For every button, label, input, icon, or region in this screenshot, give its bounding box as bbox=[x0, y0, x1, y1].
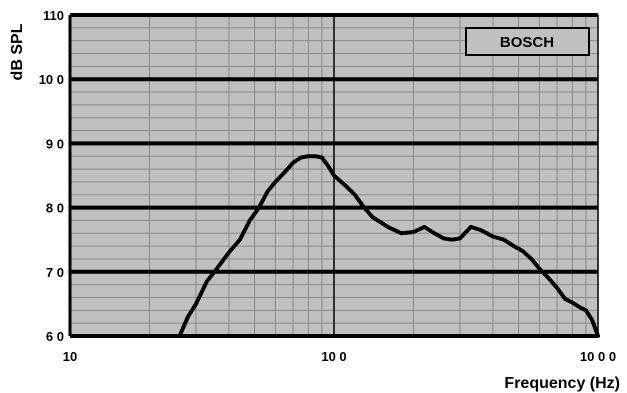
major-grid bbox=[68, 13, 599, 338]
legend: BOSCH bbox=[465, 27, 590, 56]
x-tick-labels: 10 10 0 10 0 0 bbox=[63, 349, 616, 364]
y-tick-label: 7 0 bbox=[46, 265, 64, 280]
x-tick-label: 10 bbox=[63, 349, 77, 364]
x-tick-label: 10 0 0 bbox=[580, 349, 616, 364]
y-axis-label: dB SPL bbox=[9, 23, 26, 80]
series-layer bbox=[177, 154, 600, 338]
series-line-bosch bbox=[177, 154, 600, 338]
y-tick-label: 6 0 bbox=[46, 329, 64, 344]
legend-entry-bosch: BOSCH bbox=[500, 34, 554, 51]
x-tick-label: 10 0 bbox=[321, 349, 346, 364]
y-tick-label: 10 0 bbox=[39, 72, 64, 87]
y-tick-label: 9 0 bbox=[46, 136, 64, 151]
x-axis-label: Frequency (Hz) bbox=[504, 375, 620, 392]
y-tick-label: 110 bbox=[43, 8, 64, 23]
y-tick-labels: 6 0 7 0 8 0 9 0 10 0 110 bbox=[39, 8, 64, 344]
y-tick-label: 8 0 bbox=[46, 201, 64, 216]
legend-box bbox=[465, 27, 590, 56]
